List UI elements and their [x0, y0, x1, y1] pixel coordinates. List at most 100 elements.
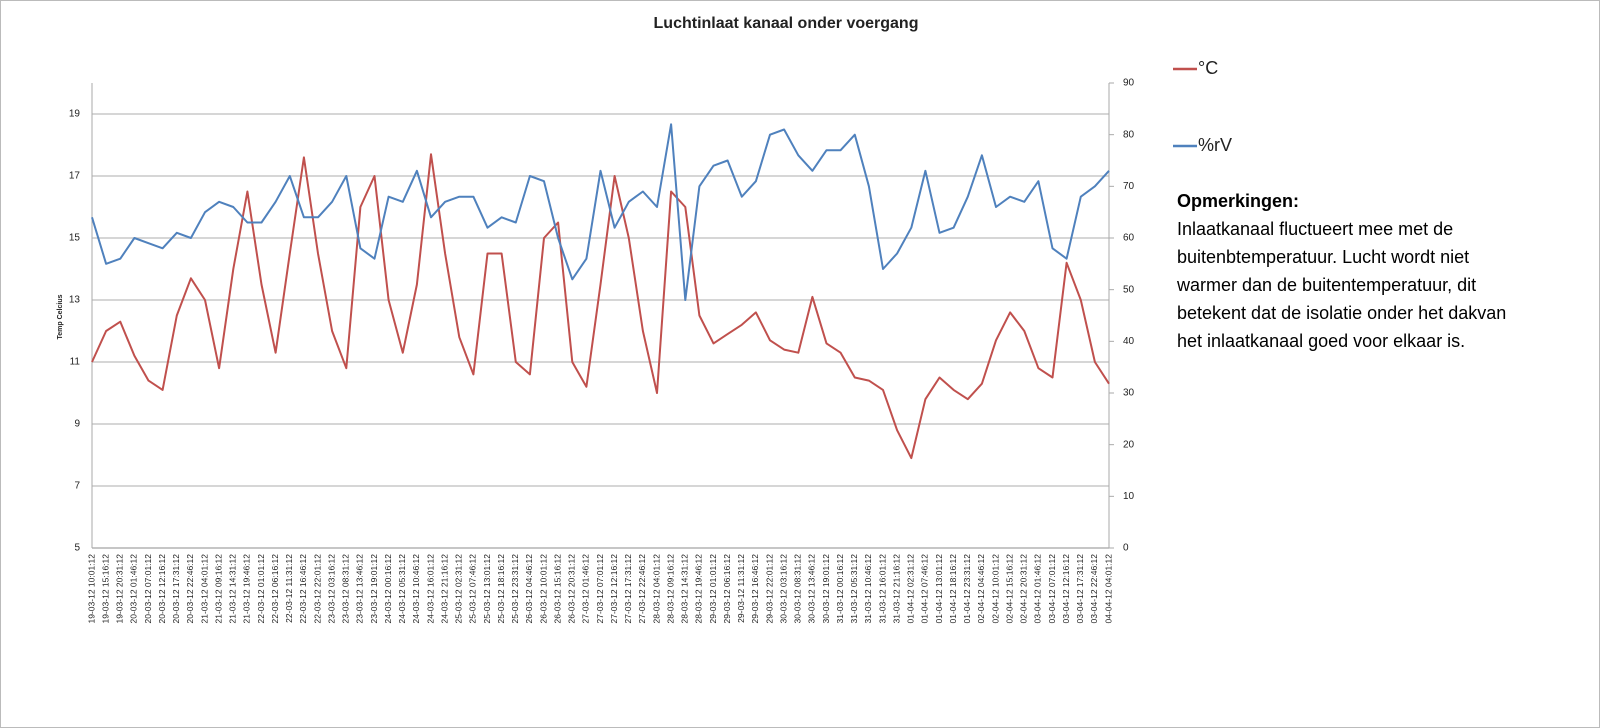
x-tick-label: 30-03-12 13:46:12 [807, 554, 817, 624]
x-tick-label: 01-04-12 02:31:12 [906, 554, 916, 624]
x-tick-label: 22-03-12 22:01:12 [312, 554, 322, 624]
x-tick-label: 31-03-12 00:16:12 [835, 554, 845, 624]
x-tick-label: 30-03-12 19:01:12 [821, 554, 831, 624]
x-tick-label: 03-04-12 22:46:12 [1089, 554, 1099, 624]
x-tick-label: 23-03-12 13:46:12 [355, 554, 365, 624]
annotation-text: Inlaatkanaal fluctueert mee met de buite… [1177, 219, 1507, 351]
x-tick-label: 24-03-12 10:46:12 [411, 554, 421, 624]
x-tick-label: 19-03-12 20:31:12 [115, 554, 125, 624]
x-tick-label: 03-04-12 17:31:12 [1075, 554, 1085, 624]
x-tick-label: 04-04-12 04:01:12 [1103, 554, 1113, 624]
x-tick-label: 20-03-12 12:16:12 [157, 554, 167, 624]
x-tick-label: 25-03-12 23:31:12 [510, 554, 520, 624]
x-tick-label: 23-03-12 19:01:12 [369, 554, 379, 624]
x-tick-label: 22-03-12 01:01:12 [256, 554, 266, 624]
x-tick-label: 27-03-12 01:46:12 [581, 554, 591, 624]
y-axis-label: Temp Celcius [57, 294, 64, 339]
x-tick-label: 29-03-12 06:16:12 [722, 554, 732, 624]
x-tick-label: 23-03-12 03:16:12 [326, 554, 336, 624]
x-tick-label: 21-03-12 09:16:12 [213, 554, 223, 624]
x-tick-label: 27-03-12 22:46:12 [637, 554, 647, 624]
y-tick-label: 11 [70, 357, 81, 368]
x-tick-label: 25-03-12 13:01:12 [482, 554, 492, 624]
x-tick-label: 20-03-12 07:01:12 [143, 554, 153, 624]
y2-tick-label: 70 [1123, 181, 1135, 192]
x-tick-label: 22-03-12 16:46:12 [298, 554, 308, 624]
x-tick-label: 01-04-12 23:31:12 [962, 554, 972, 624]
x-tick-label: 28-03-12 19:46:12 [694, 554, 704, 624]
x-tick-label: 03-04-12 12:16:12 [1061, 554, 1071, 624]
data-line [91, 153, 1110, 460]
chart-title: Luchtinlaat kanaal onder voergang [654, 15, 919, 32]
x-tick-label: 26-03-12 20:31:12 [567, 554, 577, 624]
x-tick-label: 20-03-12 22:46:12 [185, 554, 195, 624]
y-tick-label: 9 [74, 419, 80, 430]
x-tick-label: 30-03-12 08:31:12 [793, 554, 803, 624]
x-tick-label: 21-03-12 04:01:12 [199, 554, 209, 624]
x-tick-label: 31-03-12 10:46:12 [863, 554, 873, 624]
y-tick-label: 17 [69, 171, 81, 182]
x-tick-label: 20-03-12 01:46:12 [129, 554, 139, 624]
legend-label: %rV [1198, 135, 1232, 155]
x-tick-label: 25-03-12 02:31:12 [454, 554, 464, 624]
x-tick-label: 25-03-12 07:46:12 [468, 554, 478, 624]
y-tick-label: 13 [69, 295, 81, 306]
x-tick-label: 28-03-12 14:31:12 [680, 554, 690, 624]
x-tick-label: 20-03-12 17:31:12 [171, 554, 181, 624]
x-tick-label: 27-03-12 12:16:12 [609, 554, 619, 624]
x-tick-label: 29-03-12 11:31:12 [736, 554, 746, 623]
y-tick-label: 5 [74, 543, 80, 554]
x-tick-label: 24-03-12 05:31:12 [397, 554, 407, 624]
x-tick-label: 26-03-12 15:16:12 [552, 554, 562, 624]
x-tick-label: 27-03-12 17:31:12 [623, 554, 633, 624]
y2-tick-label: 10 [1123, 491, 1135, 502]
x-tick-label: 21-03-12 19:46:12 [242, 554, 252, 624]
y2-tick-label: 60 [1123, 233, 1135, 244]
x-tick-label: 24-03-12 00:16:12 [383, 554, 393, 624]
y2-tick-label: 90 [1123, 78, 1135, 89]
x-tick-label: 29-03-12 16:46:12 [750, 554, 760, 624]
x-tick-label: 22-03-12 11:31:12 [284, 554, 294, 623]
y2-tick-label: 0 [1123, 543, 1129, 554]
y-tick-label: 19 [69, 109, 81, 120]
x-tick-label: 24-03-12 21:16:12 [439, 554, 449, 624]
data-line [91, 123, 1110, 301]
x-tick-label: 24-03-12 16:01:12 [425, 554, 435, 624]
y-tick-label: 7 [74, 481, 80, 492]
x-tick-label: 26-03-12 04:46:12 [524, 554, 534, 624]
annotation-title: Opmerkingen: [1177, 191, 1300, 211]
x-tick-label: 01-04-12 18:16:12 [948, 554, 958, 624]
x-tick-label: 01-04-12 13:01:12 [934, 554, 944, 624]
x-tick-label: 03-04-12 07:01:12 [1047, 554, 1057, 624]
y2-tick-label: 30 [1123, 388, 1135, 399]
x-tick-label: 02-04-12 10:01:12 [990, 554, 1000, 624]
x-tick-label: 28-03-12 04:01:12 [651, 554, 661, 624]
x-tick-label: 23-03-12 08:31:12 [341, 554, 351, 624]
y2-tick-label: 50 [1123, 284, 1135, 295]
x-tick-label: 01-04-12 07:46:12 [920, 554, 930, 624]
x-tick-label: 27-03-12 07:01:12 [595, 554, 605, 624]
x-tick-label: 22-03-12 06:16:12 [270, 554, 280, 624]
x-tick-label: 30-03-12 03:16:12 [778, 554, 788, 624]
x-tick-label: 02-04-12 04:46:12 [976, 554, 986, 624]
y2-tick-label: 20 [1123, 439, 1135, 450]
x-tick-label: 31-03-12 05:31:12 [849, 554, 859, 624]
y2-tick-label: 80 [1123, 129, 1135, 140]
x-tick-label: 29-03-12 01:01:12 [708, 554, 718, 624]
x-tick-label: 28-03-12 09:16:12 [665, 554, 675, 624]
y2-tick-label: 40 [1123, 336, 1135, 347]
x-tick-label: 03-04-12 01:46:12 [1033, 554, 1043, 624]
y-tick-label: 15 [69, 233, 81, 244]
legend-label: °C [1198, 58, 1218, 78]
x-tick-label: 25-03-12 18:16:12 [496, 554, 506, 624]
x-tick-label: 29-03-12 22:01:12 [764, 554, 774, 624]
x-tick-label: 19-03-12 15:16:12 [100, 554, 110, 624]
x-tick-label: 31-03-12 21:16:12 [891, 554, 901, 624]
x-tick-label: 26-03-12 10:01:12 [538, 554, 548, 624]
x-tick-label: 02-04-12 15:16:12 [1004, 554, 1014, 624]
x-tick-label: 02-04-12 20:31:12 [1019, 554, 1029, 624]
x-tick-label: 21-03-12 14:31:12 [228, 554, 238, 624]
annotation: Opmerkingen: Inlaatkanaal fluctueert mee… [1177, 187, 1517, 355]
